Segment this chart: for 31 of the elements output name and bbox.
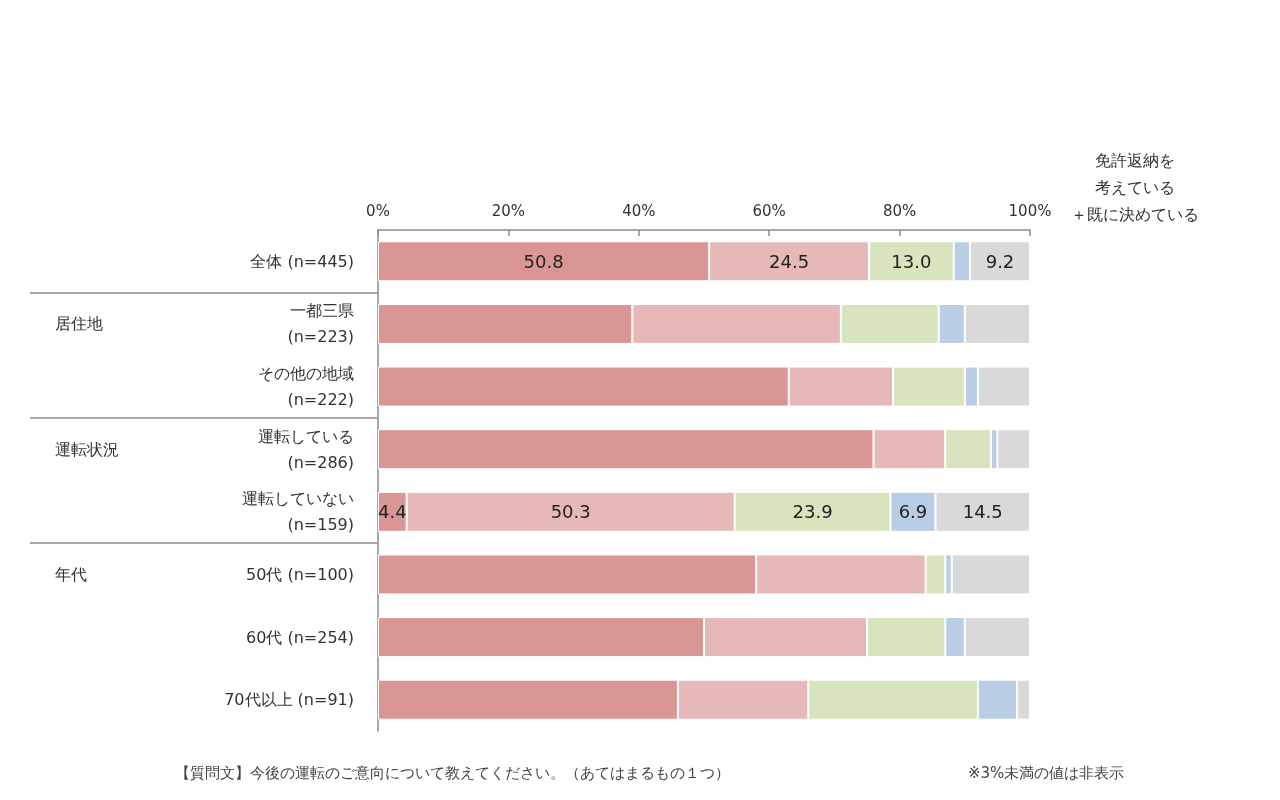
text: 免許返納を — [1095, 150, 1175, 170]
y-tick-label: その他の地域 (n=222) — [258, 364, 354, 410]
data-label: 24.5 — [769, 250, 810, 272]
data-label: 6.9 — [898, 501, 928, 523]
text: 年代 — [55, 564, 87, 584]
text: 運転状況 — [55, 439, 119, 459]
text: 考えている — [1095, 177, 1175, 197]
y-tick-label: 50代 (n=100) — [245, 564, 354, 584]
y-tick-label: 運転している (n=286) — [258, 426, 354, 472]
x-tick-label: 60% — [752, 201, 786, 220]
text: ＋既に決めている — [1071, 204, 1199, 224]
y-tick-label: 60代 (n=254) — [245, 627, 354, 647]
data-label: 50.8 — [523, 250, 564, 272]
data-label: 4.4 — [378, 501, 407, 523]
text: 【質問文】今後の運転のご意向について教えてください。（あてはまるもの１つ） — [175, 764, 730, 782]
data-label: 9.2 — [985, 250, 1015, 272]
x-tick-label: 20% — [491, 201, 526, 220]
text: ※3%未満の値は非表示 — [968, 764, 1125, 782]
y-tick-label: 70代以上 (n=91) — [224, 690, 354, 710]
data-label: 50.3 — [550, 501, 591, 523]
data-label: 13.0 — [891, 250, 932, 272]
data-label: 14.5 — [962, 501, 1003, 523]
x-tick-label: 0% — [366, 201, 390, 220]
text: 居住地 — [55, 314, 103, 334]
x-tick-label: 40% — [622, 201, 656, 220]
y-tick-label: 一都三県 (n=223) — [287, 301, 354, 347]
x-tick-label: 100% — [1008, 201, 1052, 220]
y-tick-label: 全体 (n=445) — [250, 251, 354, 271]
data-label: 23.9 — [792, 501, 833, 523]
y-tick-label: 運転していない (n=159) — [242, 489, 354, 535]
x-tick-label: 80% — [882, 201, 917, 220]
